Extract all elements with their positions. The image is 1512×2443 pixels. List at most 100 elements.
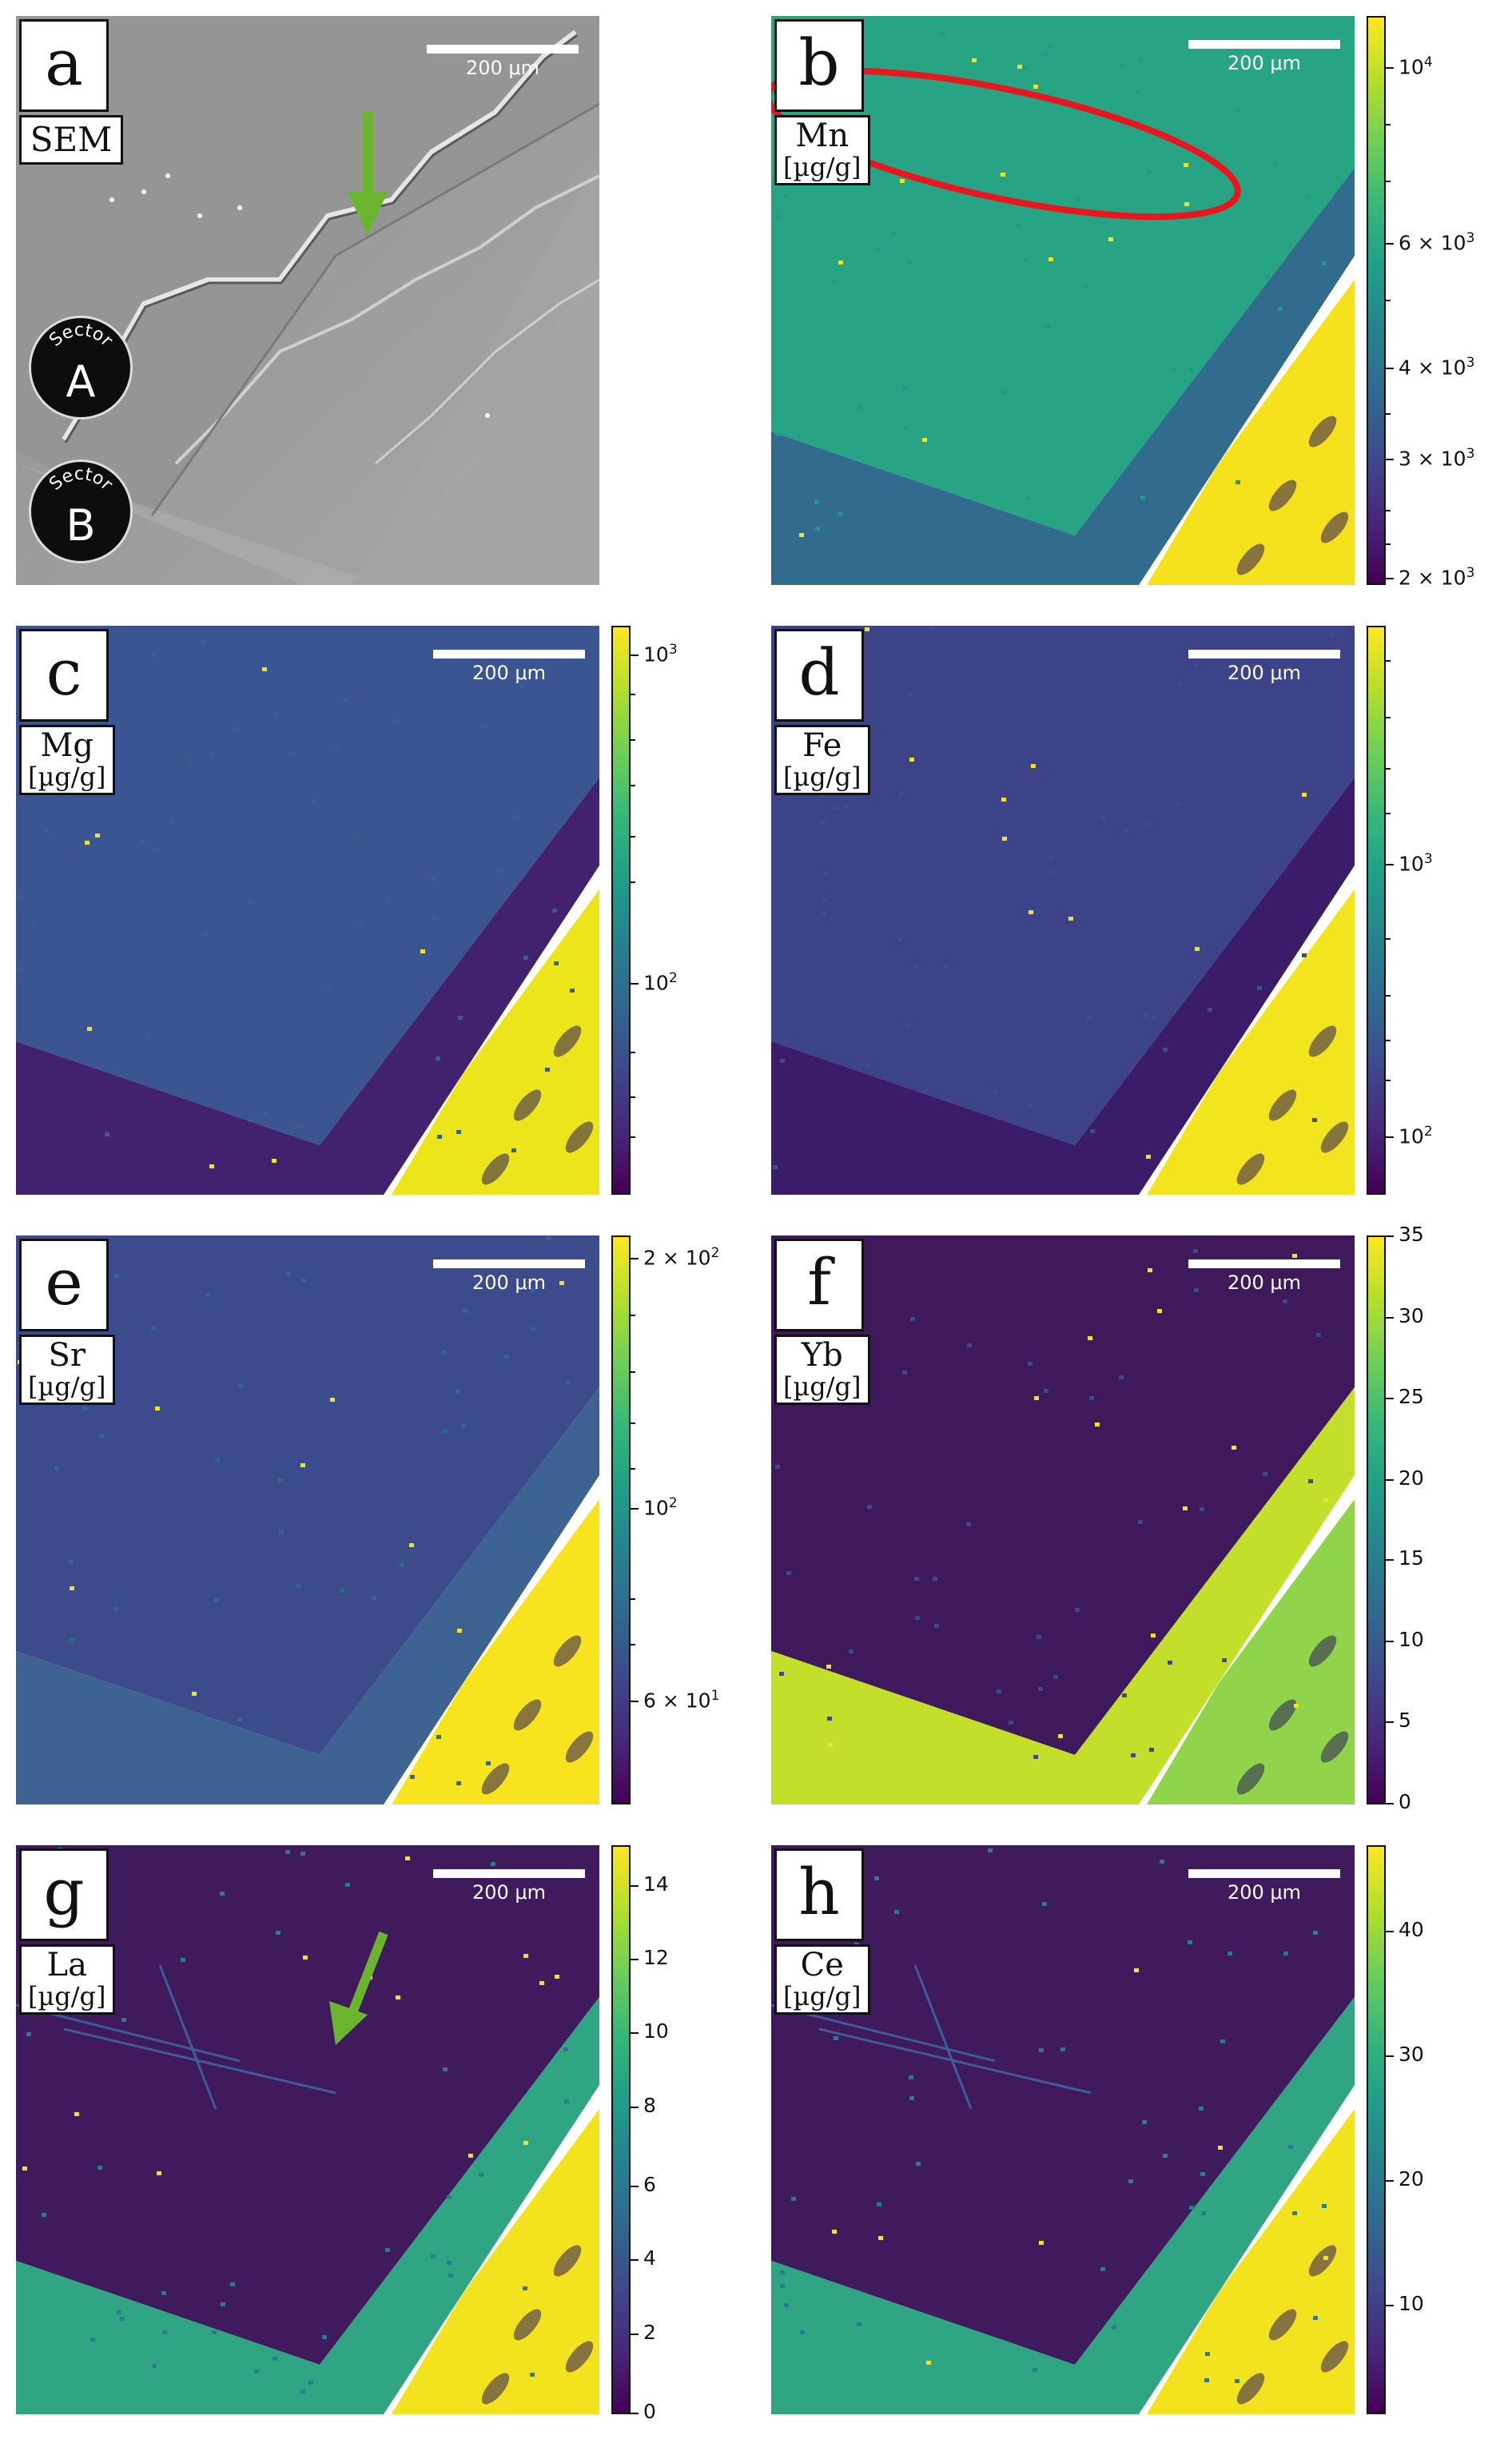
element-label: Sr [µg/g]	[19, 1335, 115, 1405]
element-unit: [µg/g]	[783, 152, 861, 182]
element-symbol: Mn	[795, 117, 850, 154]
scale-bar-label: 200 μm	[465, 57, 540, 79]
scale-bar-label: 200 μm	[1227, 1271, 1302, 1294]
colorbar-tick-label: 35	[1399, 1223, 1424, 1246]
element-symbol: Sr	[48, 1337, 86, 1374]
colorbar-minor-tick	[1386, 543, 1391, 546]
scale-bar-line	[1188, 1259, 1340, 1268]
scale-bar: 200 μm	[433, 1869, 585, 1904]
colorbar-minor-tick	[631, 881, 635, 883]
colorbar-tick-label: 25	[1399, 1385, 1424, 1409]
colorbar	[1367, 1235, 1386, 1804]
element-symbol: Yb	[801, 1337, 843, 1374]
sector-b-letter: B	[66, 500, 95, 551]
scale-bar: 200 μm	[1188, 40, 1340, 74]
scale-bar-line	[1188, 650, 1340, 658]
colorbar-minor-tick	[1386, 123, 1391, 125]
svg-text:Sector: Sector	[46, 464, 117, 495]
colorbar-tick	[631, 2259, 639, 2262]
rim-region	[392, 889, 599, 1195]
colorbar-minor-tick	[1386, 813, 1391, 815]
scale-bar-line	[433, 1259, 585, 1268]
sector-a-word: Sector	[46, 320, 117, 352]
colorbar-tick-label: 4	[643, 2246, 656, 2270]
sector-a-region	[16, 626, 599, 1145]
colorbar-minor-tick	[1386, 300, 1391, 301]
panel-letter: a	[19, 19, 109, 112]
colorbar-tick-label: 102	[643, 1494, 678, 1520]
scale-bar-label: 200 μm	[472, 1271, 547, 1294]
colorbar-tick	[631, 1701, 639, 1703]
scale-bar-label: 200 μm	[1227, 662, 1302, 684]
colorbar-tick-label: 6 × 103	[1399, 230, 1475, 255]
colorbar-minor-tick	[631, 1136, 635, 1138]
colorbar-tick-label: 102	[1399, 1124, 1433, 1148]
colorbar-tick-label: 0	[643, 2400, 656, 2423]
colorbar-tick	[631, 1959, 639, 1960]
sector-a-region	[771, 1845, 1355, 2365]
colorbar-minor-tick	[1386, 767, 1391, 770]
colorbar-minor-tick	[1386, 1040, 1391, 1042]
colorbar-tick-label: 3 × 103	[1399, 445, 1475, 471]
colorbar-tick-label: 10	[1399, 1627, 1424, 1651]
colorbar-tick	[1386, 864, 1394, 866]
scale-bar: 200 μm	[433, 650, 585, 684]
panel-c-map: 200 μm c Mg [µg/g]	[16, 626, 599, 1195]
colorbar-minor-tick	[1386, 994, 1391, 997]
colorbar-tick	[1386, 2305, 1394, 2307]
colorbar-tick-label: 12	[643, 1946, 669, 1969]
panel-letter: f	[774, 1239, 864, 1331]
element-unit: [µg/g]	[783, 1371, 861, 1402]
colorbar-tick	[1386, 368, 1394, 370]
sector-b-word: Sector	[46, 464, 117, 495]
element-unit: [µg/g]	[28, 1371, 106, 1402]
element-unit: [µg/g]	[783, 762, 861, 792]
sector-a-region	[16, 1845, 599, 2365]
colorbar-minor-tick	[631, 739, 635, 741]
sector-b-region	[771, 1997, 1355, 2414]
scale-bar-label: 200 μm	[472, 662, 547, 684]
colorbar-tick-label: 14	[643, 1872, 669, 1896]
sector-a-region	[771, 1235, 1355, 1755]
colorbar-minor-tick	[1386, 180, 1391, 182]
colorbar-tick	[1386, 66, 1394, 69]
colorbar-minor-tick	[1386, 509, 1391, 511]
scale-bar: 200 μm	[1188, 650, 1340, 684]
colorbar-tick	[1386, 1803, 1394, 1804]
panel-e-map: 200 μm e Sr [µg/g]	[16, 1235, 599, 1804]
scale-bar: 200 μm	[427, 45, 579, 79]
sector-a-badge: Sector A	[29, 316, 133, 420]
panel-letter: e	[19, 1239, 109, 1331]
colorbar-tick	[631, 1884, 639, 1887]
colorbar-tick-label: 2	[643, 2320, 656, 2344]
colorbar-tick	[1386, 1478, 1394, 1481]
colorbar-tick-label: 5	[1399, 1709, 1411, 1733]
colorbar-tick-label: 40	[1399, 1917, 1424, 1941]
scale-bar-line	[433, 650, 585, 658]
panel-letter: c	[19, 629, 109, 722]
panel-label-sem: SEM	[19, 115, 123, 165]
colorbar-tick	[631, 2186, 639, 2187]
colorbar-tick-label: 0	[1399, 1790, 1411, 1813]
colorbar-minor-tick	[631, 694, 635, 696]
concentration-map	[771, 1845, 1355, 2414]
colorbar-minor-tick	[1386, 413, 1391, 415]
highlight-ellipse	[771, 67, 1241, 221]
colorbar	[611, 1235, 631, 1804]
colorbar	[1367, 16, 1386, 585]
colorbar-tick-label: 15	[1399, 1546, 1424, 1570]
colorbar	[611, 1845, 631, 2414]
panel-g-map: 200 μm g La [µg/g]	[16, 1845, 599, 2414]
sector-b-region	[16, 778, 599, 1195]
colorbar-tick	[1386, 2055, 1394, 2057]
panel-h-map: 200 μm h Ce [µg/g]	[771, 1845, 1355, 2414]
element-label: Mn [µg/g]	[774, 115, 870, 185]
colorbar-tick-label: 103	[1399, 851, 1433, 876]
scale-bar-label: 200 μm	[472, 1881, 547, 1904]
rim-region	[1147, 1499, 1355, 1804]
sector-b-region	[16, 1997, 599, 2414]
colorbar-tick-label: 103	[643, 641, 678, 666]
element-symbol: Ce	[800, 1947, 844, 1983]
colorbar-tick-label: 6	[643, 2173, 656, 2196]
element-label: Mg [µg/g]	[19, 725, 115, 795]
